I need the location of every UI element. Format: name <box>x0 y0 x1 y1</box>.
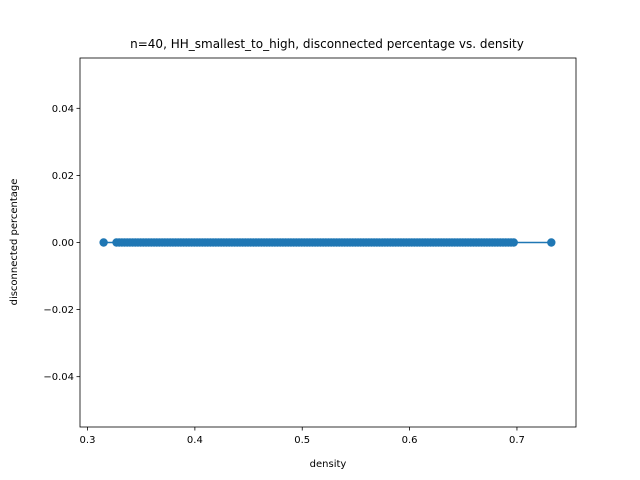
data-point <box>99 238 108 247</box>
data-point <box>547 238 556 247</box>
x-axis-label: density <box>310 459 347 470</box>
y-axis-ticks: −0.04 −0.02 0.00 0.02 0.04 <box>43 104 80 383</box>
y-axis-label: disconnected percentage <box>9 179 20 306</box>
y-tick-label: −0.02 <box>43 305 74 316</box>
x-tick-label: 0.3 <box>80 435 96 446</box>
y-tick-label: 0.02 <box>52 171 74 182</box>
x-tick-label: 0.6 <box>402 435 418 446</box>
y-tick-label: −0.04 <box>43 372 74 383</box>
x-tick-label: 0.7 <box>509 435 525 446</box>
x-axis-ticks: 0.3 0.4 0.5 0.6 0.7 <box>80 427 525 446</box>
y-tick-label: 0.04 <box>52 104 74 115</box>
plot-area <box>99 238 556 247</box>
y-tick-label: 0.00 <box>52 238 74 249</box>
x-tick-label: 0.5 <box>294 435 310 446</box>
chart-title: n=40, HH_smallest_to_high, disconnected … <box>130 37 524 51</box>
data-point <box>509 238 518 247</box>
axes-frame <box>79 57 577 428</box>
x-tick-label: 0.4 <box>187 435 203 446</box>
